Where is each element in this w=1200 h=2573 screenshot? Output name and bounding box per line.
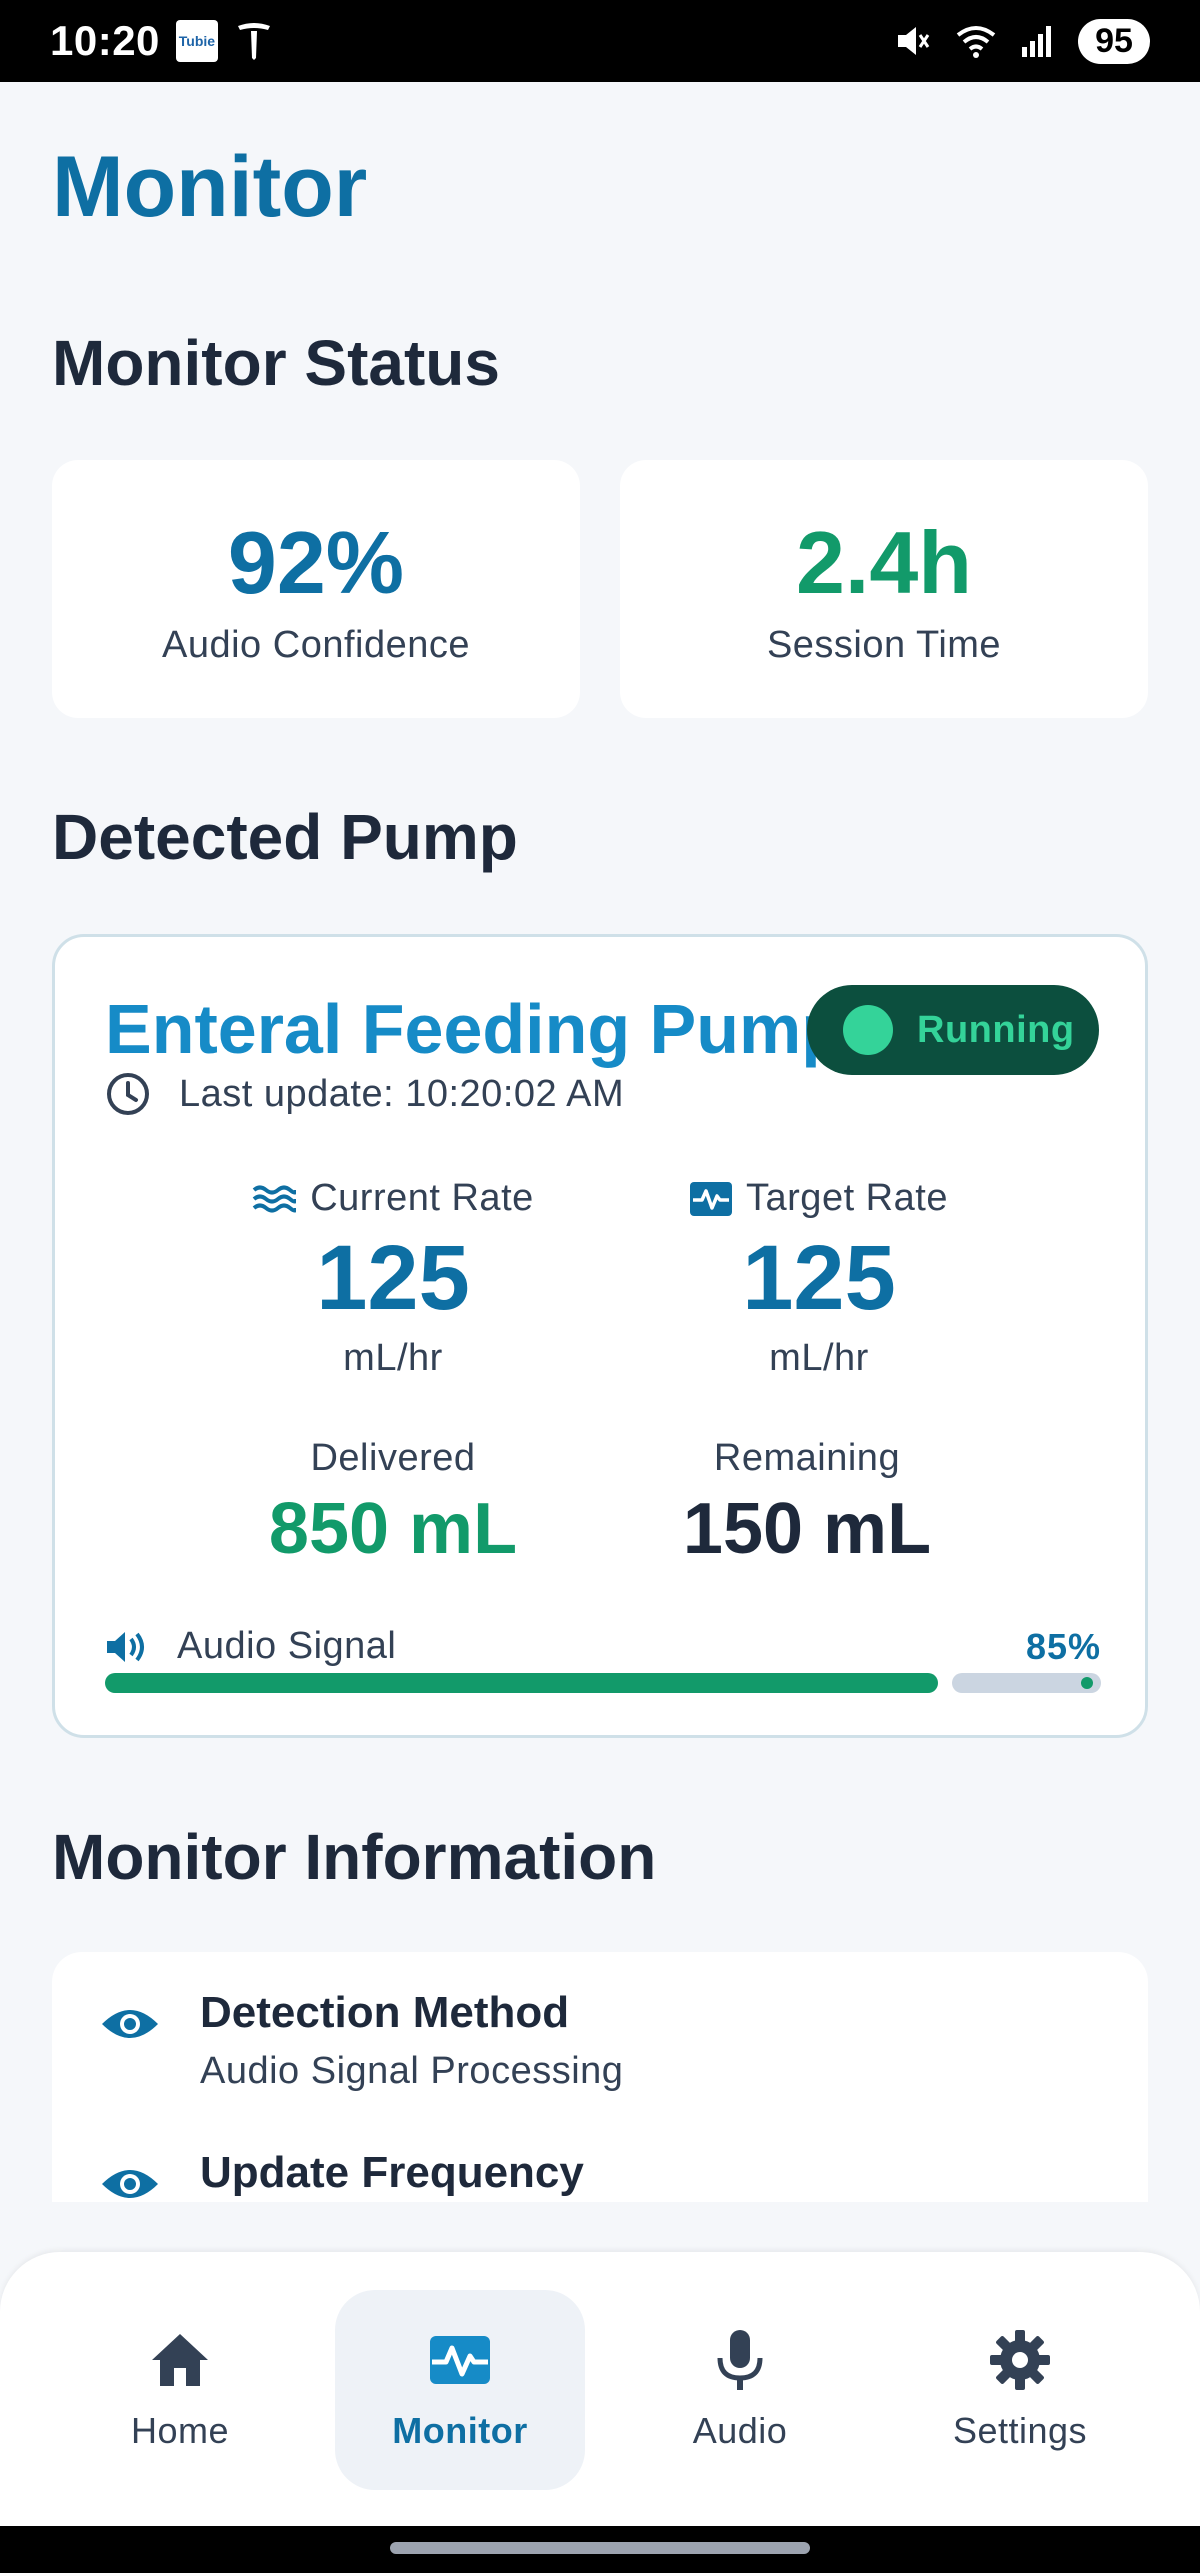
audio-confidence-value: 92% [227, 512, 405, 612]
current-rate-block: Current Rate 125 mL/hr [173, 1177, 613, 1380]
home-icon [152, 2334, 208, 2386]
running-dot-icon [843, 1005, 893, 1055]
target-rate-value: 125 [742, 1227, 896, 1329]
monitor-icon [430, 2336, 490, 2384]
list-item[interactable]: Update Frequency [52, 2112, 1148, 2202]
remaining-value: 150 mL [682, 1489, 932, 1569]
monitor-information-card: Detection Method Audio Signal Processing… [52, 1952, 1148, 2202]
current-rate-unit: mL/hr [343, 1337, 443, 1380]
pump-name: Enteral Feeding Pump [105, 990, 844, 1068]
status-badge: Running [807, 985, 1099, 1075]
page-title: Monitor [52, 139, 368, 235]
tesla-icon [237, 23, 270, 60]
delivered-label: Delivered [310, 1437, 476, 1479]
audio-signal-row: Audio Signal 85% [105, 1625, 1101, 1668]
nav-label-audio: Audio [692, 2410, 788, 2451]
info-item-title: Detection Method [200, 1988, 570, 2037]
session-time-label: Session Time [766, 623, 1002, 666]
eye-icon [102, 2170, 158, 2198]
current-rate-value: 125 [316, 1227, 470, 1329]
clock-icon [107, 1073, 149, 1115]
info-item-subtitle: Audio Signal Processing [200, 2050, 624, 2092]
detected-pump-heading: Detected Pump [52, 801, 518, 873]
nav-label-monitor: Monitor [392, 2410, 528, 2451]
list-item[interactable]: Detection Method Audio Signal Processing [52, 1952, 1148, 2092]
pump-card[interactable]: Enteral Feeding Pump Running Last update… [52, 934, 1148, 1738]
target-rate-unit: mL/hr [769, 1337, 869, 1380]
microphone-icon [717, 2330, 763, 2390]
status-badge-label: Running [917, 1008, 1075, 1051]
audio-signal-progress-knob [1081, 1677, 1093, 1689]
status-bar: 10:20 Tubie 95 [0, 0, 1200, 82]
status-time: 10:20 [50, 17, 160, 64]
audio-signal-label: Audio Signal [177, 1625, 397, 1667]
audio-signal-progress-track [952, 1673, 1101, 1693]
audio-confidence-label: Audio Confidence [162, 623, 470, 666]
gear-icon [990, 2330, 1050, 2390]
nav-item-home[interactable]: Home [55, 2290, 305, 2490]
nav-label-home: Home [130, 2410, 230, 2451]
pulse-icon [690, 1181, 733, 1216]
audio-signal-percent: 85% [1025, 1625, 1101, 1667]
gesture-handle[interactable] [390, 2542, 810, 2554]
bottom-navigation: Home Monitor Audio [0, 2252, 1200, 2526]
nav-label-settings: Settings [952, 2410, 1088, 2451]
remaining-block: Remaining 150 mL [587, 1437, 1027, 1570]
info-item-title: Update Frequency [200, 2148, 584, 2197]
delivered-block: Delivered 850 mL [173, 1437, 613, 1570]
app-notification-icon: Tubie [175, 20, 218, 62]
eye-icon [102, 2010, 158, 2038]
target-rate-block: Target Rate 125 mL/hr [599, 1177, 1039, 1380]
mute-icon [898, 27, 930, 55]
current-rate-label: Current Rate [310, 1177, 534, 1219]
target-rate-label: Target Rate [746, 1177, 948, 1219]
signal-icon [1022, 26, 1051, 57]
session-time-card: 2.4h Session Time [620, 460, 1148, 718]
audio-confidence-card: 92% Audio Confidence [52, 460, 580, 718]
nav-item-monitor[interactable]: Monitor [335, 2290, 585, 2490]
delivered-value: 850 mL [268, 1489, 518, 1569]
audio-signal-progress-fill [105, 1673, 938, 1693]
battery-indicator: 95 [1078, 18, 1150, 64]
monitor-information-heading: Monitor Information [52, 1821, 657, 1893]
nav-item-audio[interactable]: Audio [615, 2290, 865, 2490]
last-update-text: Last update: 10:20:02 AM [179, 1072, 625, 1115]
remaining-label: Remaining [713, 1437, 901, 1479]
audio-signal-progress [105, 1673, 1101, 1693]
speaker-icon [107, 1631, 144, 1662]
wifi-icon [956, 26, 996, 58]
last-update: Last update: 10:20:02 AM [105, 1071, 624, 1117]
session-time-value: 2.4h [795, 512, 973, 612]
gesture-bar [0, 2526, 1200, 2573]
nav-item-settings[interactable]: Settings [895, 2290, 1145, 2490]
monitor-status-heading: Monitor Status [52, 327, 500, 399]
waves-icon [252, 1185, 297, 1212]
